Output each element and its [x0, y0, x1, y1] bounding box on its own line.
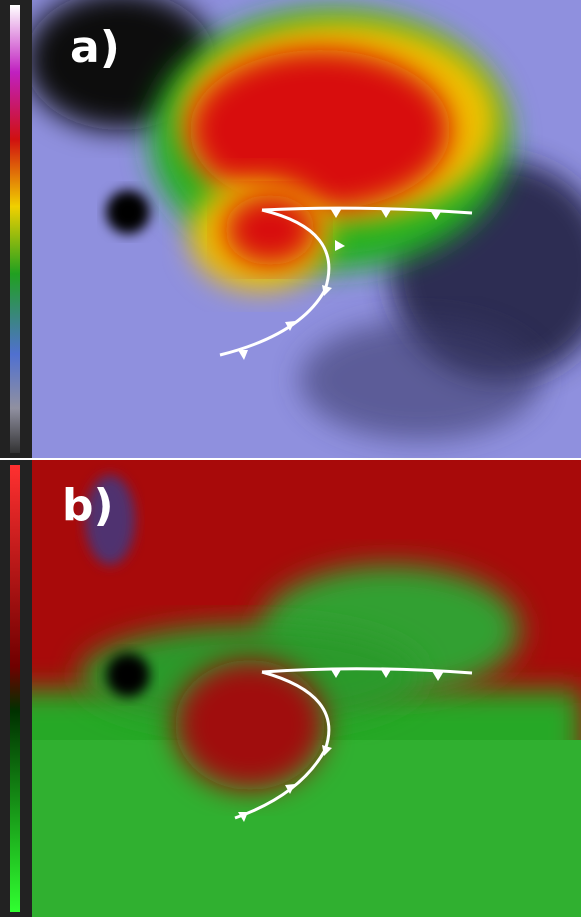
- panel-a: a): [0, 0, 581, 458]
- figure: a) b): [0, 0, 581, 917]
- page: a) b) (() => { const data = JSON.parse(d…: [0, 0, 581, 917]
- panel-label: b): [62, 480, 114, 531]
- panel-label: a): [70, 22, 120, 73]
- panel-b: b): [0, 460, 581, 917]
